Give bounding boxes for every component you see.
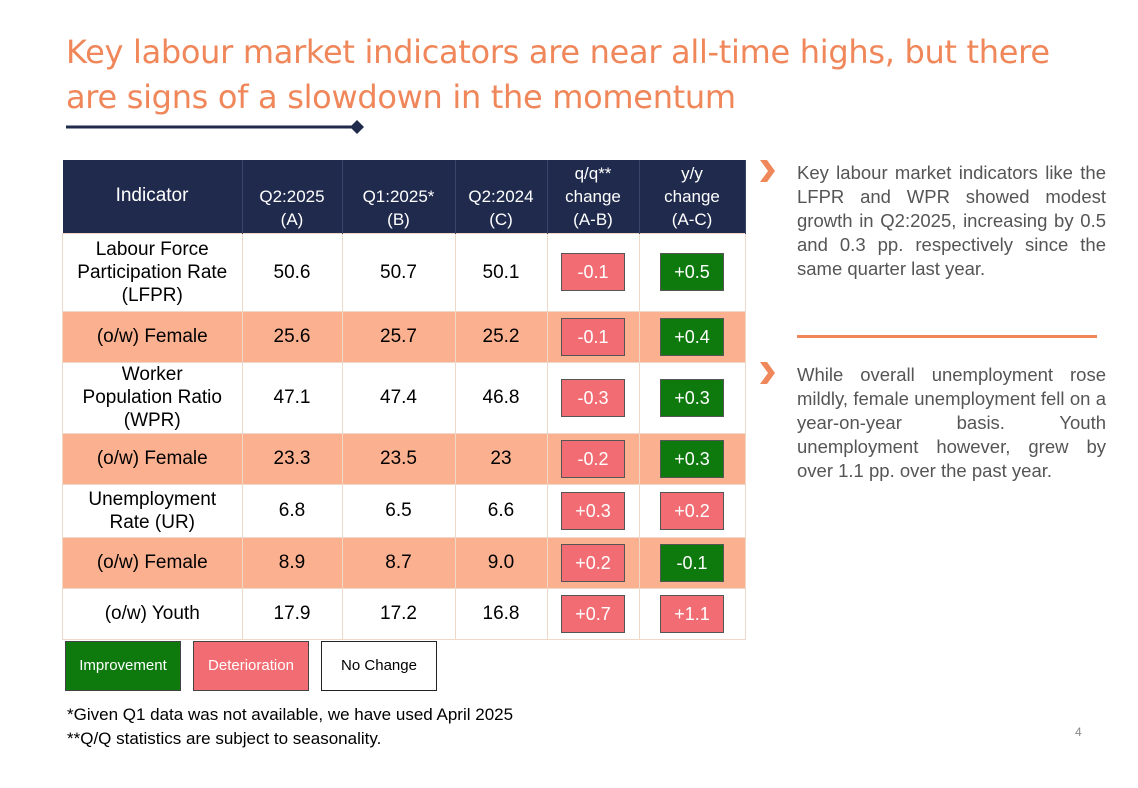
value-c: 9.0: [454, 536, 548, 589]
qq-cell: -0.2: [546, 432, 640, 485]
value-a: 8.9: [241, 536, 343, 589]
qq-change-chip: -0.3: [561, 378, 625, 417]
legend-improvement: Improvement: [65, 641, 181, 691]
legend-deterioration: Deterioration: [193, 641, 309, 691]
table-row: Worker Population Ratio (WPR) 47.1 47.4 46…: [62, 361, 746, 434]
value-b: 6.5: [341, 483, 456, 538]
table-row: (o/w) Female 25.6 25.7 25.2 -0.1 +0.4: [62, 310, 746, 363]
header-q1-2025: Q1:2025* (B): [342, 160, 456, 233]
qq-cell: -0.1: [546, 310, 640, 363]
yy-cell: +0.2: [638, 483, 746, 538]
row-label: (o/w) Female: [62, 536, 243, 589]
value-a: 47.1: [241, 361, 343, 434]
value-c: 6.6: [454, 483, 548, 538]
value-a: 25.6: [241, 310, 343, 363]
value-b: 17.2: [341, 587, 456, 640]
value-b: 8.7: [341, 536, 456, 589]
value-a: 17.9: [241, 587, 343, 640]
qq-change-chip: -0.1: [561, 253, 625, 291]
yy-change-chip: +1.1: [660, 594, 724, 633]
title-underline-decoration: [66, 120, 364, 134]
indicators-table: Indicator Q2:2025 (A) Q1:2025* (B) Q2:2024…: [62, 160, 746, 640]
yy-change-chip: +0.3: [660, 439, 724, 478]
table-row: (o/w) Female 8.9 8.7 9.0 +0.2 -0.1: [62, 536, 746, 589]
yy-cell: -0.1: [638, 536, 746, 589]
table-row: Unemployment Rate (UR) 6.8 6.5 6.6 +0.3 +…: [62, 483, 746, 538]
header-yy-change: y/y change (A-C): [639, 160, 746, 233]
yy-change-chip: +0.2: [660, 491, 724, 530]
row-label: (o/w) Youth: [62, 587, 243, 640]
table-row: (o/w) Female 23.3 23.5 23 -0.2 +0.3: [62, 432, 746, 485]
table-row: Labour Force Participation Rate (LFPR) 50.…: [62, 232, 746, 312]
row-label: Worker Population Ratio (WPR): [62, 361, 243, 434]
qq-cell: +0.7: [546, 587, 640, 640]
yy-change-chip: -0.1: [660, 543, 724, 582]
chevron-right-icon: [760, 160, 775, 182]
header-indicator: Indicator: [62, 160, 243, 233]
qq-cell: -0.3: [546, 361, 640, 434]
value-b: 23.5: [341, 432, 456, 485]
yy-cell: +1.1: [638, 587, 746, 640]
value-c: 25.2: [454, 310, 548, 363]
yy-cell: +0.3: [638, 361, 746, 434]
row-label: Labour Force Participation Rate (LFPR): [62, 232, 243, 312]
value-c: 50.1: [454, 232, 548, 312]
qq-change-chip: +0.7: [561, 594, 625, 633]
yy-cell: +0.5: [638, 232, 746, 312]
qq-change-chip: +0.2: [561, 543, 625, 582]
qq-change-chip: -0.2: [561, 439, 625, 478]
yy-cell: +0.4: [638, 310, 746, 363]
value-c: 23: [454, 432, 548, 485]
page-number: 4: [1075, 725, 1082, 739]
row-label: (o/w) Female: [62, 310, 243, 363]
chevron-right-icon: [760, 362, 775, 384]
value-c: 46.8: [454, 361, 548, 434]
table-row: (o/w) Youth 17.9 17.2 16.8 +0.7 +1.1: [62, 587, 746, 640]
qq-cell: +0.3: [546, 483, 640, 538]
header-q2-2024: Q2:2024 (C): [455, 160, 548, 233]
yy-change-chip: +0.3: [660, 378, 724, 417]
value-a: 50.6: [241, 232, 343, 312]
value-b: 50.7: [341, 232, 456, 312]
value-c: 16.8: [454, 587, 548, 640]
value-b: 25.7: [341, 310, 456, 363]
header-qq-change: q/q** change (A-B): [547, 160, 640, 233]
yy-change-chip: +0.4: [660, 317, 724, 356]
row-label: (o/w) Female: [62, 432, 243, 485]
footnote-q1-data: *Given Q1 data was not available, we hav…: [67, 705, 514, 724]
qq-cell: +0.2: [546, 536, 640, 589]
footnote-seasonality: **Q/Q statistics are subject to seasonal…: [67, 729, 382, 748]
yy-cell: +0.3: [638, 432, 746, 485]
bullet-text-lfpr-wpr: Key labour market indicators like the LF…: [797, 162, 1106, 279]
legend-no-change: No Change: [321, 641, 437, 691]
qq-cell: -0.1: [546, 232, 640, 312]
value-a: 23.3: [241, 432, 343, 485]
value-b: 47.4: [341, 361, 456, 434]
yy-change-chip: +0.5: [660, 253, 724, 291]
qq-change-chip: +0.3: [561, 491, 625, 530]
slide-title: Key labour market indicators are near al…: [66, 33, 1050, 116]
qq-change-chip: -0.1: [561, 317, 625, 356]
value-a: 6.8: [241, 483, 343, 538]
bullet-text-unemployment: While overall unemployment rose mildly, …: [797, 364, 1106, 481]
divider: [797, 335, 1097, 338]
header-q2-2025: Q2:2025 (A): [242, 160, 343, 233]
row-label: Unemployment Rate (UR): [62, 483, 243, 538]
